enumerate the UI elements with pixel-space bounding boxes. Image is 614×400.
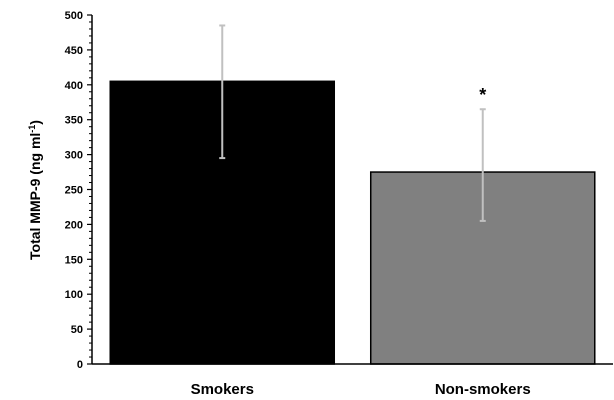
x-category-labels: Smokers Non-smokers [191, 381, 531, 398]
error-bars [219, 24, 486, 222]
y-tick-label: 200 [65, 219, 83, 231]
annotations: * [479, 85, 486, 105]
x-category-label: Non-smokers [435, 381, 531, 398]
y-tick-label: 450 [65, 45, 83, 57]
y-tick-label: 250 [65, 185, 83, 197]
y-tick-label: 350 [65, 115, 83, 127]
y-axis-title-main: Total MMP-9 (ng ml [27, 133, 43, 260]
y-axis-title: Total MMP-9 (ng ml-1) [27, 120, 43, 260]
x-category-label: Smokers [191, 381, 254, 398]
y-axis-ticks: 0 50 100 150 200 250 300 350 400 450 500 [65, 10, 92, 371]
y-tick-label: 500 [65, 10, 83, 22]
y-tick-label: 0 [77, 359, 83, 371]
y-tick-label: 300 [65, 150, 83, 162]
y-axis-title-suffix: ) [27, 120, 43, 125]
y-tick-label: 100 [65, 289, 83, 301]
bars [109, 80, 596, 365]
significance-marker: * [479, 85, 486, 105]
y-tick-label: 400 [65, 80, 83, 92]
y-axis-title-superscript: -1 [27, 125, 37, 133]
y-tick-label: 150 [65, 254, 83, 266]
y-tick-label: 50 [71, 324, 83, 336]
